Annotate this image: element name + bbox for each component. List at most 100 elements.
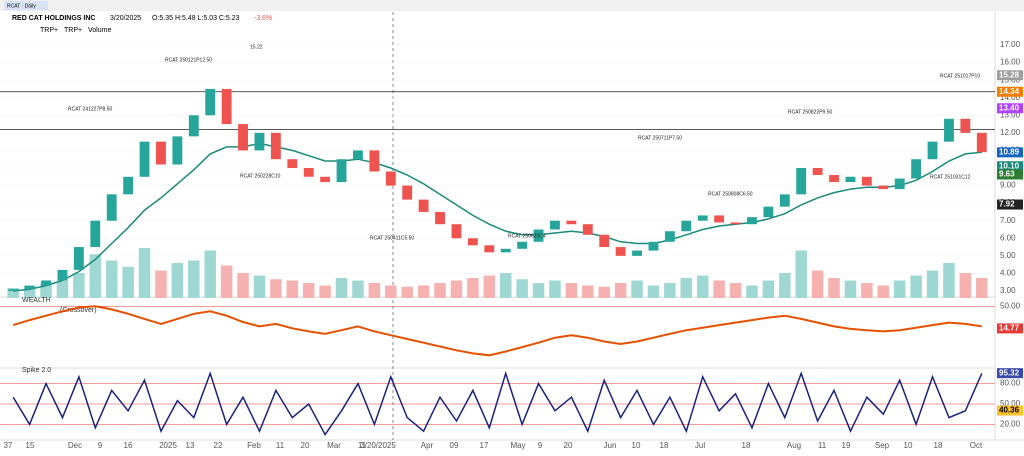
- volume-bar: [319, 285, 331, 298]
- y-tick-label: 16.00: [1000, 58, 1021, 67]
- candle: [911, 159, 922, 179]
- x-tick-label: 20: [564, 441, 573, 450]
- price-badge-label: 10.10: [999, 161, 1020, 170]
- x-tick-label: 17: [480, 441, 489, 450]
- candle: [8, 289, 19, 291]
- candle: [254, 132, 265, 151]
- volume-bar: [680, 278, 693, 298]
- candle: [418, 199, 429, 212]
- volume-bar: [910, 275, 922, 298]
- value-badge: [997, 405, 1023, 416]
- candle: [402, 185, 413, 200]
- panel-title: WEALTH: [22, 297, 51, 304]
- volume-bar: [631, 280, 643, 298]
- x-tick-label: 9: [538, 441, 543, 450]
- candle: [320, 176, 331, 183]
- x-tick-label: 11: [276, 441, 285, 450]
- price-badge: [997, 70, 1023, 81]
- annotation: RCAT 251031C12: [930, 174, 971, 180]
- volume-bar: [959, 273, 972, 298]
- annotation: RCAT 250822P9.50: [788, 109, 833, 115]
- candle: [533, 229, 544, 242]
- candle: [238, 124, 248, 151]
- candle: [500, 248, 511, 253]
- x-tick-label: 10: [632, 441, 641, 450]
- annotation: RCAT 250121P12.50: [165, 57, 212, 63]
- candle: [796, 168, 807, 195]
- volume-bar: [155, 270, 167, 298]
- volume-bar: [664, 283, 676, 298]
- candle: [24, 285, 35, 290]
- volume-bar: [549, 280, 561, 298]
- volume-bar: [286, 280, 299, 298]
- candle: [566, 220, 577, 225]
- volume-bar: [713, 280, 725, 298]
- study[interactable]: TRP+: [64, 27, 82, 34]
- candle: [221, 88, 232, 125]
- candle: [960, 118, 971, 133]
- y-tick-label: 50.00: [1000, 301, 1021, 310]
- volume-bar: [779, 273, 791, 298]
- x-tick-label: 13: [186, 441, 195, 450]
- y-tick-label: 6.00: [1000, 233, 1016, 242]
- x-tick-label: Mar: [327, 441, 341, 450]
- tab[interactable]: [4, 1, 48, 10]
- x-tick-label: 37: [4, 441, 13, 450]
- candle: [90, 220, 101, 248]
- volume-bar: [647, 285, 660, 298]
- volume-bar: [171, 263, 184, 298]
- x-tick-label: 18: [660, 441, 669, 450]
- price-badge-label: 15.28: [999, 70, 1020, 79]
- candle: [976, 132, 987, 153]
- volume-bar: [188, 260, 200, 298]
- volume-bar: [499, 273, 512, 298]
- y-tick-label: 14.00: [1000, 93, 1021, 102]
- tab-label[interactable]: RCAT · Daily: [7, 3, 36, 9]
- volume-bar: [368, 283, 381, 298]
- x-tick-label: Sep: [875, 441, 890, 450]
- volume-bar: [844, 280, 857, 298]
- price-badge-label: 10.89: [999, 147, 1020, 156]
- volume-bar: [335, 278, 348, 298]
- volume-bar: [401, 286, 413, 298]
- volume-bar: [237, 273, 249, 298]
- candle: [664, 231, 675, 242]
- volume-bar: [746, 285, 758, 298]
- annotation: RCAT 251017P10: [940, 73, 980, 79]
- x-tick-label: 16: [124, 441, 133, 450]
- study[interactable]: Volume: [88, 27, 111, 34]
- x-tick-label: 11: [358, 441, 367, 450]
- volume-bar: [40, 283, 52, 298]
- symbol: RED CAT HOLDINGS INC: [12, 15, 95, 22]
- volume-bar: [598, 286, 610, 298]
- candle: [484, 245, 495, 253]
- study[interactable]: TRP+: [40, 27, 58, 34]
- candle: [582, 224, 593, 235]
- x-tick-label: 19: [842, 441, 851, 450]
- x-tick-label: 10: [904, 441, 913, 450]
- volume-bar: [582, 285, 594, 298]
- volume-bar: [253, 275, 266, 298]
- candle: [550, 220, 560, 230]
- volume-bar: [861, 283, 873, 298]
- candle: [188, 115, 199, 137]
- volume-bar: [73, 273, 85, 298]
- x-tick-label: 3/20/2025: [360, 441, 396, 450]
- price-badge: [997, 169, 1023, 180]
- ohlc: O:5.35 H:5.48 L:5.03 C:5.23: [152, 15, 240, 22]
- annotation: RCAT 250711P7.50: [638, 135, 682, 141]
- price-badge: [997, 86, 1023, 97]
- y-tick-label: 20.00: [1000, 420, 1021, 429]
- volume-bar: [532, 283, 545, 298]
- candle: [829, 175, 839, 183]
- candle: [599, 234, 610, 248]
- volume-bar: [729, 283, 742, 298]
- change: -3.6%: [254, 15, 272, 22]
- candle: [385, 171, 396, 186]
- candle: [697, 215, 708, 221]
- x-tick-label: 15: [26, 441, 35, 450]
- y-tick-label: 12.00: [1000, 128, 1021, 137]
- price-badge: [997, 103, 1023, 114]
- volume-bar: [204, 250, 216, 298]
